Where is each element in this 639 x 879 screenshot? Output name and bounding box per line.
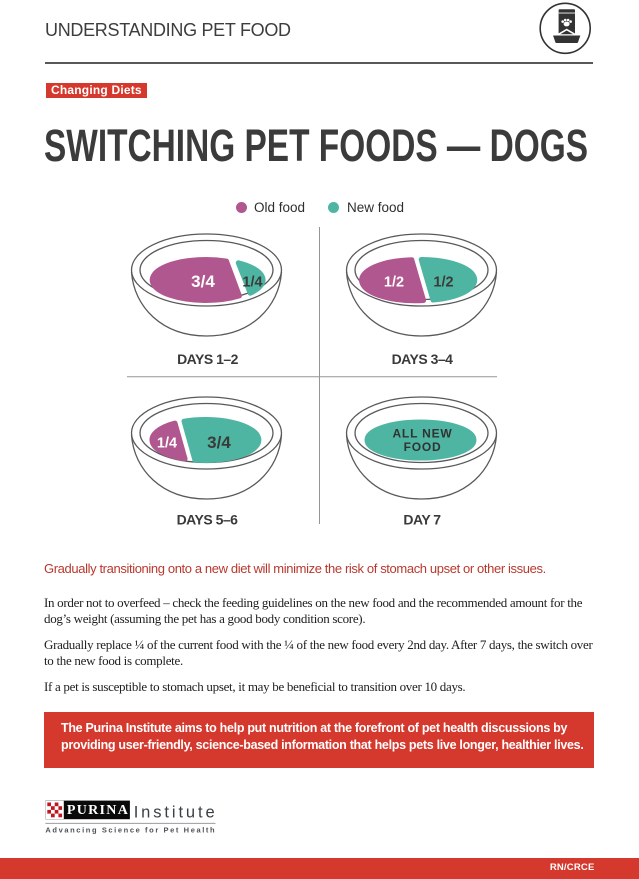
svg-text:1/4: 1/4 — [157, 436, 177, 452]
svg-text:1/4: 1/4 — [242, 275, 262, 291]
svg-text:Institute: Institute — [134, 803, 218, 821]
svg-text:PURINA: PURINA — [67, 803, 129, 818]
svg-text:1/2: 1/2 — [433, 275, 453, 291]
svg-text:DAY 7: DAY 7 — [403, 512, 441, 528]
svg-text:ALL NEW: ALL NEW — [392, 427, 452, 441]
svg-text:3/4: 3/4 — [191, 272, 215, 291]
svg-text:Advancing Science for Pet Heal: Advancing Science for Pet Health — [45, 826, 216, 835]
svg-text:1/2: 1/2 — [384, 275, 404, 291]
svg-text:3/4: 3/4 — [207, 433, 231, 452]
svg-text:DAYS 1–2: DAYS 1–2 — [177, 351, 239, 367]
svg-text:FOOD: FOOD — [404, 440, 442, 454]
svg-text:DAYS 3–4: DAYS 3–4 — [392, 351, 454, 367]
svg-text:DAYS 5–6: DAYS 5–6 — [177, 512, 239, 528]
